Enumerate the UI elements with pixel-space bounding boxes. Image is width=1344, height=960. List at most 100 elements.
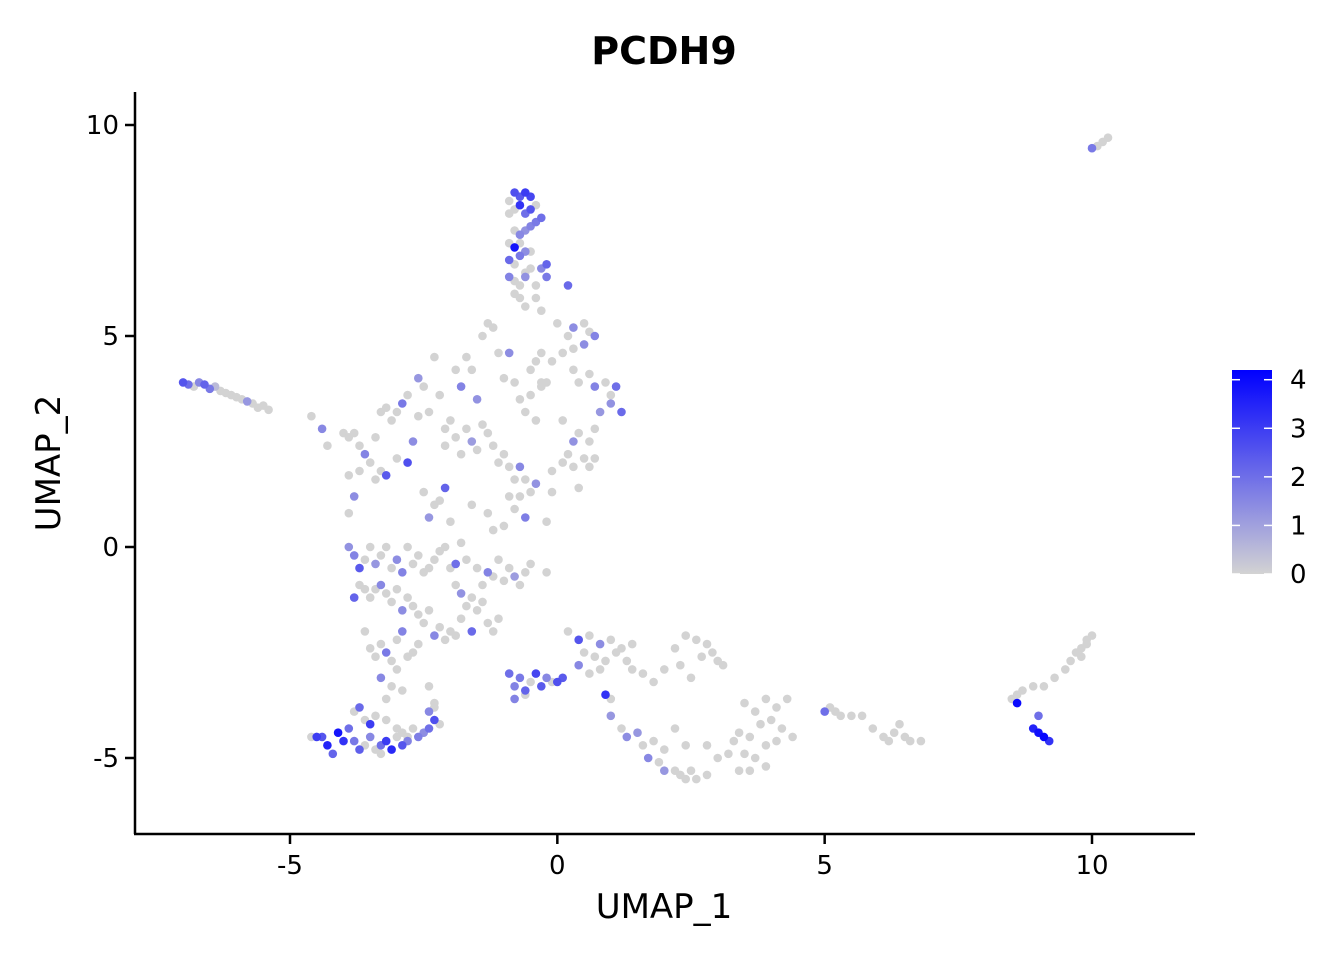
cell-point [611,648,621,657]
cell-point [472,395,482,404]
cell-point [462,424,471,434]
cell-point [542,673,551,683]
cell-point [360,555,370,564]
chart-title: PCDH9 [591,29,737,73]
cell-point [456,382,466,391]
cell-point [1034,711,1043,721]
cell-point [868,724,878,733]
cell-point [761,694,771,704]
cell-point [349,428,359,438]
cell-point [424,606,434,615]
cell-point [499,449,509,459]
cell-point [456,614,466,623]
x-tick-label: 0 [549,851,566,881]
cell-point [606,390,616,400]
cell-point [504,492,514,501]
cell-point [371,559,380,569]
cell-point [761,741,771,750]
cell-point [178,378,188,387]
cell-point [365,644,375,653]
cell-point [360,584,370,594]
colorbar-gradient [1232,370,1272,574]
cell-point [424,682,434,691]
cell-point [521,513,530,522]
x-tick-label: -5 [277,851,303,881]
cell-point [488,323,498,332]
cell-point [521,188,530,197]
cell-point [472,445,482,455]
cell-point [355,703,364,712]
cell-point [563,449,573,459]
cell-point [579,319,589,328]
cell-point [777,724,787,733]
cell-point [355,441,364,451]
cell-point [381,542,391,552]
y-ticks: -5 0 5 10 [86,111,135,774]
cell-point [392,454,402,463]
cell-point [574,428,583,438]
cell-point [916,736,926,746]
cell-point [504,563,514,573]
cell-point [494,348,503,358]
cell-point [360,449,370,459]
cell-point [467,593,477,602]
cell-point [579,648,589,657]
cell-point [349,551,359,560]
cell-point [494,614,503,623]
cell-point [398,627,407,636]
cell-point [365,719,375,729]
cell-point [547,357,557,366]
cell-point [446,416,455,425]
cell-point [419,618,429,628]
cell-point [440,424,450,434]
cell-point [750,707,760,716]
cell-point [531,416,541,425]
cell-point [307,411,316,421]
cell-point [884,736,894,746]
cell-point [681,774,690,784]
cell-point [478,597,487,607]
cell-point [606,635,616,645]
cell-point [344,542,354,552]
cell-point [905,736,915,746]
cell-point [558,458,567,467]
cell-point [451,631,461,640]
cell-point [563,627,573,636]
cell-point [483,618,493,628]
cell-point [392,732,402,742]
cell-point [531,293,541,303]
cell-point [585,669,594,678]
cell-point [381,648,391,657]
colorbar-tick-label: 2 [1290,463,1307,493]
cell-point [595,665,605,674]
cell-point [414,551,423,560]
cell-point [504,272,514,282]
cell-point [424,407,434,417]
cell-point [365,732,375,742]
cell-point [1050,673,1059,683]
cell-point [558,348,567,358]
cell-point [718,660,728,670]
cell-point [440,483,450,493]
cell-point [569,344,578,354]
cell-point [499,576,509,586]
cell-point [569,437,578,446]
cell-point [601,690,610,699]
cell-point [403,542,412,552]
cell-point [419,382,429,391]
cell-point [387,563,396,573]
cell-point [488,525,498,535]
cell-point [312,732,322,742]
cell-point [349,492,359,501]
cell-point [467,437,477,446]
cell-point [398,568,407,577]
cell-point [398,399,407,408]
cell-point [526,487,535,497]
cell-point [521,302,530,311]
cell-point [542,272,551,282]
cell-point [408,601,418,611]
cell-point [472,563,482,573]
cell-point [392,665,402,674]
cell-point [1018,686,1027,695]
cell-point [408,559,418,569]
